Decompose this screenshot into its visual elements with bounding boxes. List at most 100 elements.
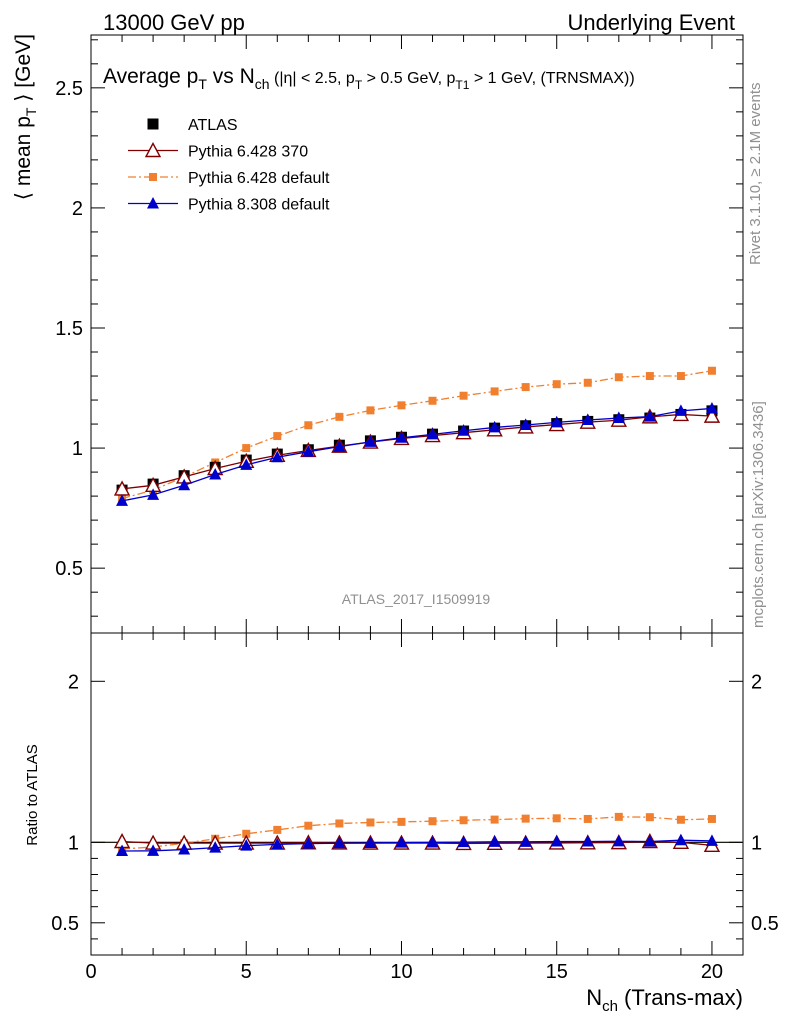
data-point <box>395 431 408 443</box>
data-point <box>643 410 656 422</box>
data-point <box>519 418 532 431</box>
data-point <box>676 372 685 381</box>
data-point <box>645 813 654 822</box>
data-point <box>273 432 282 441</box>
series-line <box>121 370 713 500</box>
series-pythia-8-308-default <box>116 401 718 506</box>
data-point <box>707 366 716 375</box>
data-point <box>240 839 253 851</box>
x-axis-label: Nch (Trans-max) <box>586 985 743 1015</box>
data-point <box>550 834 563 847</box>
data-point <box>459 816 468 825</box>
series-line <box>122 839 712 852</box>
data-point <box>674 833 687 846</box>
legend-label: Pythia 6.428 370 <box>188 144 308 161</box>
data-point <box>116 844 129 856</box>
data-point <box>521 383 530 392</box>
mcplots-label: mcplots.cern.ch [arXiv:1306.3436] <box>750 401 767 628</box>
ratio-y-tick-label: 0.5 <box>51 913 79 935</box>
series-pythia-6-428-370 <box>113 405 721 496</box>
data-point <box>242 444 251 453</box>
y-tick-label: 1.5 <box>55 318 83 340</box>
data-point <box>581 413 594 425</box>
data-point <box>209 467 222 480</box>
data-point <box>273 825 282 834</box>
data-point <box>178 843 191 855</box>
main-y-label: ⟨ mean pT ⟩ [GeV] <box>12 34 39 200</box>
data-point <box>614 812 623 821</box>
data-point <box>147 844 160 856</box>
ratio-y-tick-label-right: 1 <box>751 832 762 854</box>
legend-label: Pythia 6.428 default <box>188 170 330 187</box>
data-point <box>242 829 251 838</box>
data-point <box>428 817 437 826</box>
data-point <box>490 815 499 824</box>
data-point <box>366 818 375 827</box>
data-point <box>457 835 470 848</box>
data-point <box>707 814 716 823</box>
data-point <box>364 435 377 447</box>
data-point <box>457 424 470 436</box>
data-point <box>147 197 159 209</box>
ratio-y-label: Ratio to ATLAS <box>24 744 41 845</box>
data-point <box>397 817 406 826</box>
ratio-y-tick-label-right: 2 <box>751 671 762 693</box>
data-point <box>397 401 406 410</box>
series-line <box>121 407 713 502</box>
x-tick-label: 20 <box>701 961 723 983</box>
data-point <box>583 378 592 387</box>
header-right: Underlying Event <box>567 10 735 35</box>
data-point <box>643 834 656 847</box>
data-point <box>333 440 346 452</box>
data-point <box>144 142 162 158</box>
x-tick-label: 0 <box>85 961 96 983</box>
data-point <box>645 372 654 381</box>
data-point <box>395 836 408 848</box>
ratio-y-tick-label: 1 <box>68 832 79 854</box>
main-y-axis: 0.5 1 1.5 2 2.5 <box>55 39 743 617</box>
data-point <box>333 836 346 849</box>
data-point <box>705 401 718 414</box>
data-point <box>116 494 129 506</box>
data-point <box>240 458 253 470</box>
data-point <box>426 427 439 440</box>
x-tick-label: 15 <box>546 961 568 983</box>
y-tick-label: 2 <box>72 198 83 220</box>
data-point <box>302 837 315 849</box>
ratio-series-group <box>113 812 721 856</box>
legend-item: Pythia 6.428 default <box>128 170 330 187</box>
series-pythia-6-428-default <box>118 366 716 503</box>
chart-title: Average pT vs Nch (|η| < 2.5, pT > 0.5 G… <box>103 65 635 92</box>
data-point <box>703 407 721 423</box>
data-point <box>366 406 375 415</box>
legend: ATLAS Pythia 6.428 370 Pythia 6.428 defaul… <box>128 117 330 214</box>
data-point <box>519 835 532 847</box>
data-point <box>705 834 718 846</box>
data-point <box>304 421 313 430</box>
x-tick-label: 5 <box>241 961 252 983</box>
data-point <box>364 836 377 848</box>
data-point <box>209 841 222 853</box>
legend-label: Pythia 8.308 default <box>188 197 330 214</box>
data-point <box>676 815 685 824</box>
ratio-y-tick-label: 2 <box>68 671 79 693</box>
main-x-ticks <box>90 35 744 633</box>
data-point <box>335 412 344 421</box>
legend-item: Pythia 6.428 370 <box>128 142 308 161</box>
rivet-label: Rivet 3.1.10, ≥ 2.1M events <box>747 83 764 266</box>
x-tick-label: 10 <box>390 961 412 983</box>
y-tick-label: 1 <box>72 438 83 460</box>
data-point <box>149 173 157 181</box>
data-point <box>147 118 159 130</box>
ratio-frame <box>90 632 744 956</box>
ratio-y-axis: 0.5 0.5 1 1 2 2 <box>51 671 779 940</box>
data-point <box>550 415 563 428</box>
legend-label: ATLAS <box>188 117 238 134</box>
data-point <box>552 814 561 823</box>
ratio-panel: 0.5 0.5 1 1 2 2 0 5 10 15 20 Ratio to ATLAS Nch (… <box>24 632 779 1015</box>
data-point <box>488 835 501 847</box>
data-point <box>488 420 501 433</box>
data-point <box>612 411 625 424</box>
main-panel: 0.5 1 1.5 2 2.5 Average pT vs Nch (|η| < 2.5… <box>12 34 744 634</box>
